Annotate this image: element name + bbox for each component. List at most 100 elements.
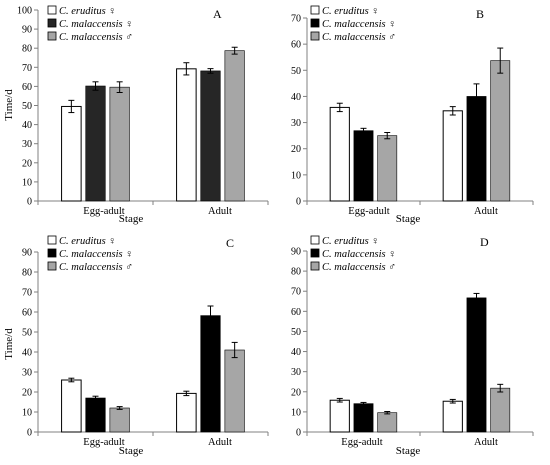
legend: C. eruditus ♀ C. malaccensis ♀ C. malaccen… xyxy=(47,235,133,273)
y-tick-label: 30 xyxy=(22,139,32,150)
y-tick-label: 50 xyxy=(22,328,32,339)
y-tick-label: 10 xyxy=(22,177,32,188)
legend-label: C. eruditus ♀ xyxy=(322,6,379,17)
legend-label: C. eruditus ♀ xyxy=(59,236,116,247)
bar xyxy=(353,130,374,202)
chart-panel-c: 0 10 20 30 40 50 60 70 80 90 Time/d Egg-adult Adult S… xyxy=(3,235,269,457)
legend-label: C. malaccensis ♂ xyxy=(322,32,396,43)
y-tick-label: 20 xyxy=(22,388,32,399)
legend-swatch xyxy=(47,18,57,28)
bar xyxy=(224,50,245,202)
legend-swatch xyxy=(47,261,57,271)
legend-swatch xyxy=(310,31,320,41)
bar xyxy=(61,105,82,202)
panel-label: B xyxy=(476,7,484,21)
x-tick-label: Adult xyxy=(474,206,498,217)
y-tick-label: 0 xyxy=(27,428,32,439)
legend: C. eruditus ♀ C. malaccensis ♀ C. malaccen… xyxy=(47,5,133,43)
bar xyxy=(61,379,82,433)
y-tick-label: 60 xyxy=(22,82,32,93)
legend-label: C. malaccensis ♀ xyxy=(322,19,396,30)
bar xyxy=(200,315,221,433)
y-tick-label: 90 xyxy=(291,247,301,258)
y-tick-label: 90 xyxy=(22,248,32,259)
bar xyxy=(109,86,130,202)
bar xyxy=(85,85,106,202)
y-tick-label: 40 xyxy=(22,348,32,359)
legend-label: C. eruditus ♀ xyxy=(322,236,379,247)
legend-swatch xyxy=(47,31,57,41)
chart-panel-b: 0 10 20 30 40 50 60 70 Egg-adult Adult Stage B C. er… xyxy=(291,5,534,225)
x-axis-title: Stage xyxy=(119,213,144,225)
y-tick-label: 10 xyxy=(22,408,32,419)
y-tick-label: 30 xyxy=(22,368,32,379)
y-tick-label: 90 xyxy=(22,25,32,36)
y-tick-label: 80 xyxy=(291,267,301,278)
legend-swatch xyxy=(47,5,57,15)
legend-swatch xyxy=(310,18,320,28)
y-tick-label: 70 xyxy=(291,287,301,298)
legend-swatch xyxy=(47,248,57,258)
x-axis-title: Stage xyxy=(396,213,421,225)
y-tick-label: 50 xyxy=(22,101,32,112)
y-tick-label: 10 xyxy=(291,170,301,181)
bar xyxy=(329,106,350,202)
y-tick-label: 60 xyxy=(291,40,301,51)
y-tick-label: 40 xyxy=(291,92,301,103)
bar xyxy=(466,96,487,202)
y-tick-label: 0 xyxy=(27,197,32,208)
chart-panel-d: 0 10 20 30 40 50 60 70 80 90 Egg-adult Adult Stage D C… xyxy=(291,235,534,457)
legend-swatch xyxy=(310,261,320,271)
y-tick-label: 100 xyxy=(17,6,32,17)
bar xyxy=(109,407,130,433)
legend-label: C. malaccensis ♂ xyxy=(59,32,133,43)
y-tick-label: 0 xyxy=(296,428,301,439)
y-tick-label: 50 xyxy=(291,66,301,77)
y-tick-label: 80 xyxy=(22,268,32,279)
legend: C. eruditus ♀ C. malaccensis ♀ C. malaccen… xyxy=(310,235,396,273)
bar xyxy=(377,135,398,202)
legend-swatch xyxy=(47,235,57,245)
y-tick-label: 40 xyxy=(22,120,32,131)
bar xyxy=(466,297,487,433)
y-tick-label: 0 xyxy=(296,197,301,208)
bar xyxy=(442,400,463,433)
legend-label: C. malaccensis ♀ xyxy=(59,249,133,260)
y-tick-label: 70 xyxy=(291,14,301,25)
legend-label: C. malaccensis ♂ xyxy=(59,262,133,273)
y-tick-label: 60 xyxy=(291,307,301,318)
legend: C. eruditus ♀ C. malaccensis ♀ C. malaccen… xyxy=(310,5,396,43)
bar xyxy=(176,68,197,202)
bar xyxy=(490,387,511,433)
legend-swatch xyxy=(310,235,320,245)
x-tick-label: Egg-adult xyxy=(83,206,124,217)
bar xyxy=(353,403,374,433)
bar xyxy=(329,399,350,433)
y-tick-label: 40 xyxy=(291,347,301,358)
y-tick-label: 70 xyxy=(22,288,32,299)
bar xyxy=(176,392,197,433)
legend-label: C. malaccensis ♀ xyxy=(59,19,133,30)
y-tick-label: 80 xyxy=(22,44,32,55)
legend-swatch xyxy=(310,248,320,258)
bar xyxy=(224,349,245,433)
x-tick-label: Egg-adult xyxy=(83,437,124,448)
bar xyxy=(85,397,106,433)
y-axis-title: Time/d xyxy=(3,328,15,360)
x-axis-title: Stage xyxy=(119,445,144,457)
y-tick-label: 10 xyxy=(291,407,301,418)
x-tick-label: Egg-adult xyxy=(348,206,389,217)
y-tick-label: 30 xyxy=(291,118,301,129)
x-tick-label: Adult xyxy=(208,437,232,448)
x-axis-title: Stage xyxy=(396,445,421,457)
x-tick-label: Egg-adult xyxy=(341,437,382,448)
chart-panel-a: 0 10 20 30 40 50 60 70 80 90 100 Time/d Egg-adult Adu… xyxy=(3,5,269,225)
y-tick-label: 30 xyxy=(291,367,301,378)
panel-label: D xyxy=(480,235,489,249)
legend-label: C. malaccensis ♀ xyxy=(322,249,396,260)
x-tick-label: Adult xyxy=(208,206,232,217)
panel-label: A xyxy=(213,7,222,21)
panel-label: C xyxy=(226,236,234,250)
legend-label: C. eruditus ♀ xyxy=(59,6,116,17)
